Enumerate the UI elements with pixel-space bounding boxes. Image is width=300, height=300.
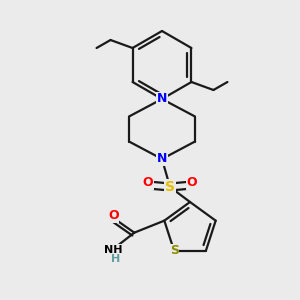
Text: S: S <box>169 244 178 257</box>
Text: S: S <box>165 180 175 194</box>
Text: O: O <box>187 176 197 190</box>
Text: N: N <box>157 92 167 106</box>
Text: N: N <box>157 152 167 166</box>
Text: NH: NH <box>104 245 123 255</box>
Text: O: O <box>143 176 153 190</box>
Text: H: H <box>111 254 120 264</box>
Text: O: O <box>108 209 119 222</box>
